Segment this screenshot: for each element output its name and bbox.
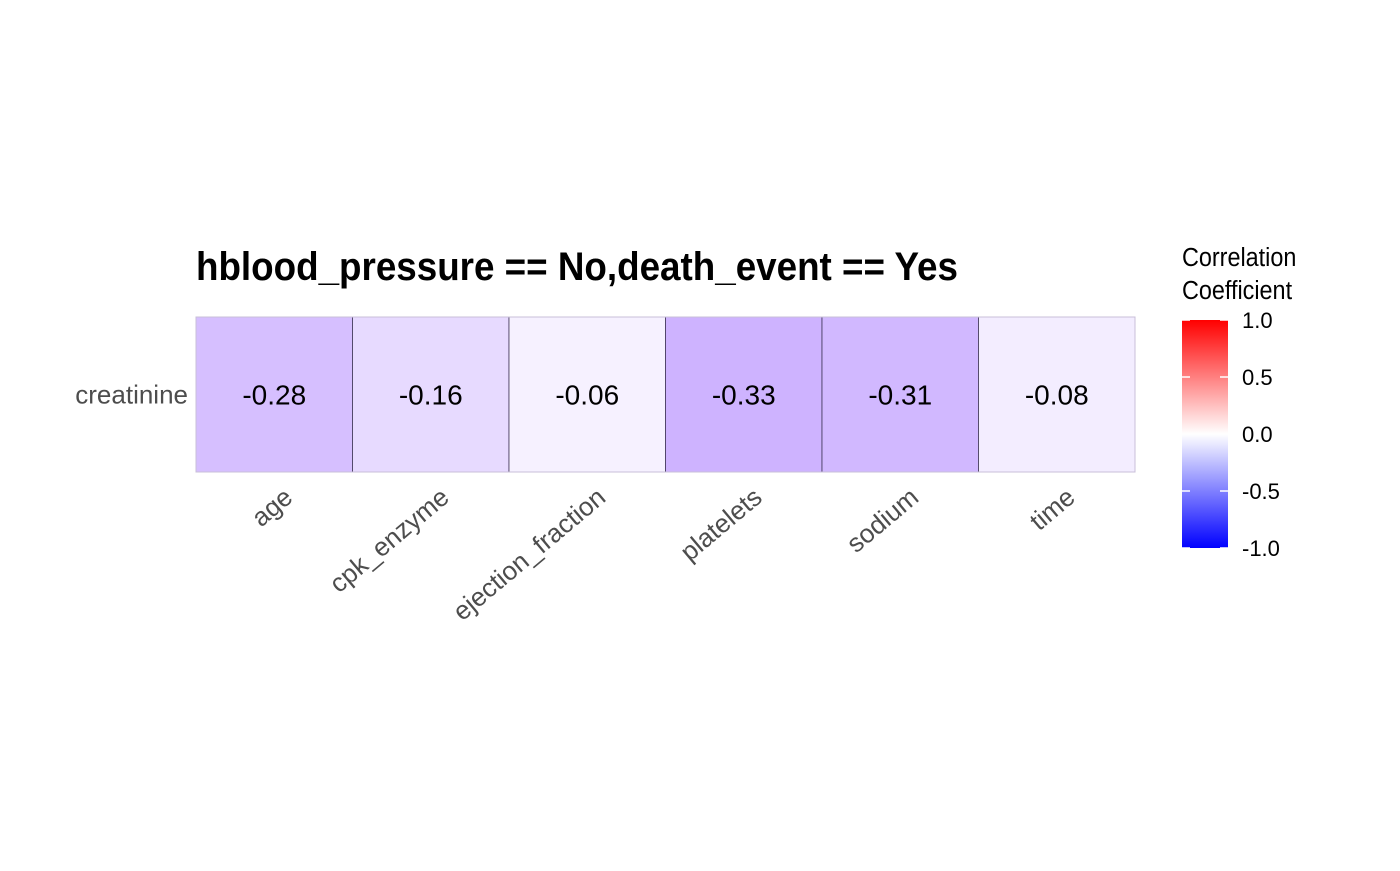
heatmap-frame: [195, 316, 1136, 473]
heatmap-cell-time: [978, 316, 1136, 473]
chart-title: hblood_pressure == No,death_event == Yes: [196, 245, 958, 290]
legend-ticks: 1.0 0.5 0.0 -0.5 -1.0: [1182, 308, 1280, 561]
column-label-age: age: [246, 482, 299, 533]
row-label-creatinine: creatinine: [75, 380, 188, 410]
cell-value-label-time: -0.08: [1025, 380, 1089, 411]
cell-value-label-ejection_fraction: -0.06: [555, 380, 619, 411]
legend-tick-label-4: -1.0: [1242, 536, 1280, 561]
cell-value-label-sodium: -0.31: [868, 380, 932, 411]
column-label-cpk_enzyme: cpk_enzyme: [324, 482, 455, 599]
legend-tick-label-0: 1.0: [1242, 308, 1273, 333]
heatmap-cells: -0.28 -0.16 -0.06 -0.33 -0.31 -0.08: [195, 316, 1136, 473]
heatmap-cell-cpk_enzyme: [352, 316, 510, 473]
heatmap-cell-platelets: [665, 316, 823, 473]
legend: Correlation Coefficient 1.0 0.5 0.0 -0.5 -1.…: [1182, 244, 1296, 561]
cell-value-label-platelets: -0.33: [712, 380, 776, 411]
heatmap-cell-sodium: [821, 316, 979, 473]
legend-tick-label-1: 0.5: [1242, 365, 1273, 390]
cell-value-label-age: -0.28: [242, 380, 306, 411]
column-label-platelets: platelets: [674, 482, 767, 567]
legend-tick-label-2: 0.0: [1242, 422, 1273, 447]
legend-title-line-1: Correlation: [1182, 244, 1296, 272]
column-label-sodium: sodium: [841, 482, 924, 559]
row-labels: creatinine: [75, 380, 188, 410]
column-label-time: time: [1024, 482, 1081, 537]
heatmap-cell-age: [195, 316, 353, 473]
column-label-ejection_fraction: ejection_fraction: [447, 482, 611, 627]
legend-title-line-2: Coefficient: [1182, 277, 1292, 305]
cell-value-label-cpk_enzyme: -0.16: [399, 380, 463, 411]
legend-tick-label-3: -0.5: [1242, 479, 1280, 504]
